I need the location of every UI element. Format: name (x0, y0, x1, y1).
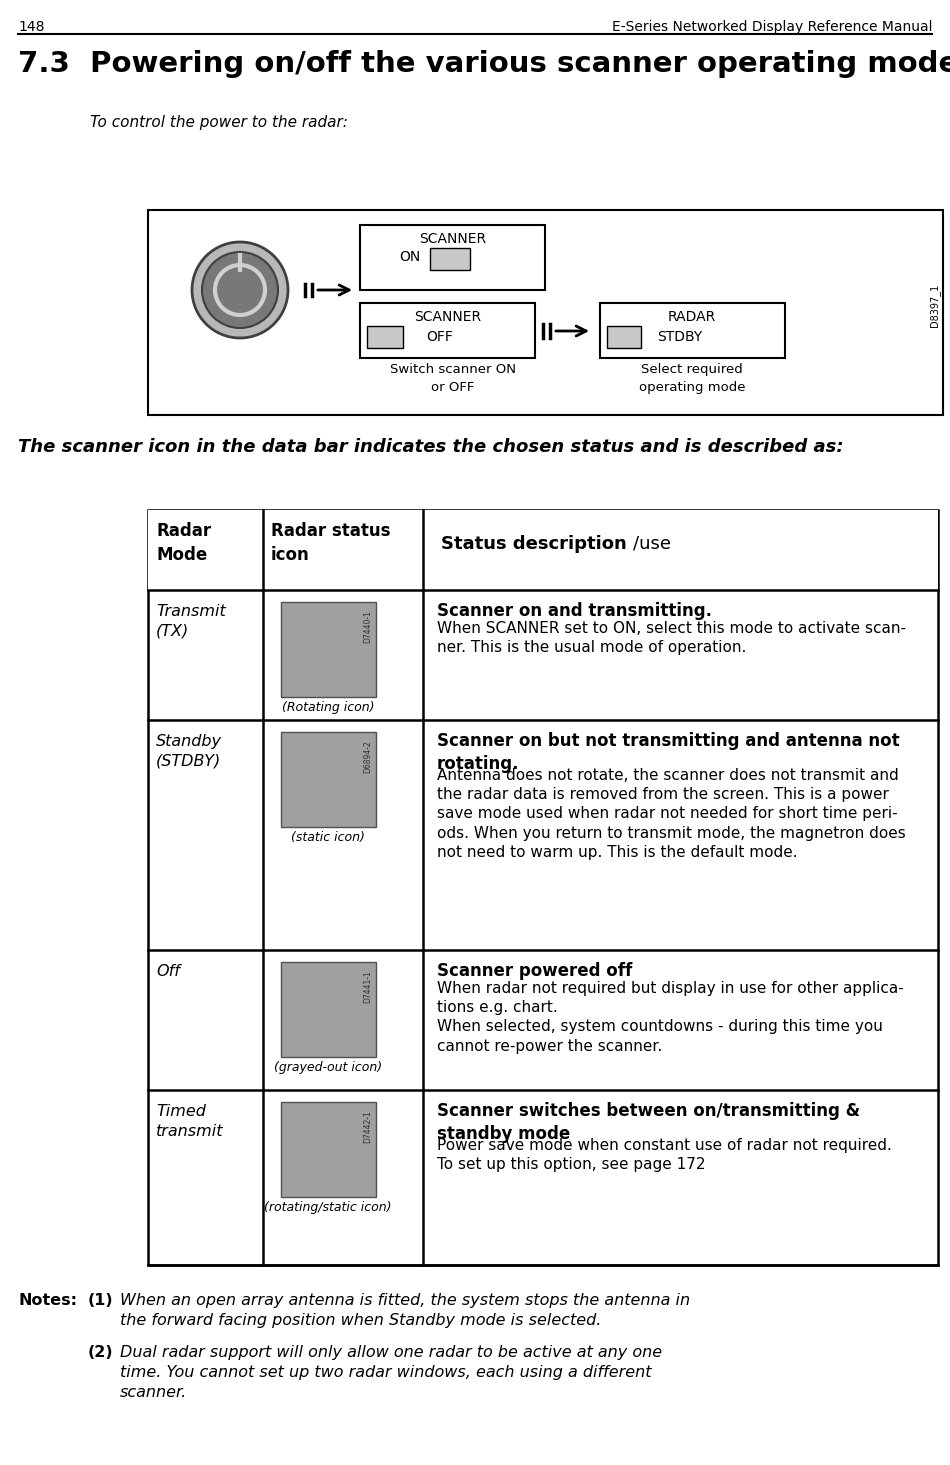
Bar (281, 963, 376, 1058)
Bar (148, 209, 943, 415)
Text: Off: Off (156, 964, 180, 979)
Text: Timed
transmit: Timed transmit (156, 1105, 223, 1138)
Bar (360, 303, 535, 357)
Text: Notes:: Notes: (18, 1294, 77, 1308)
Text: SCANNER: SCANNER (414, 311, 482, 324)
Bar (360, 226, 545, 290)
Bar (281, 1102, 376, 1197)
Bar (430, 248, 470, 270)
Text: SCANNER: SCANNER (420, 231, 486, 246)
Text: Antenna does not rotate, the scanner does not transmit and
the radar data is rem: Antenna does not rotate, the scanner doe… (437, 768, 905, 860)
Text: OFF: OFF (434, 252, 466, 267)
Text: (Rotating icon): (Rotating icon) (282, 700, 374, 713)
Text: D6894-2: D6894-2 (363, 740, 372, 772)
Text: The scanner icon in the data bar indicates the chosen status and is described as: The scanner icon in the data bar indicat… (18, 438, 844, 456)
Text: D7440-1: D7440-1 (363, 609, 372, 643)
Text: ON: ON (373, 330, 397, 344)
Bar (607, 327, 641, 349)
Text: Scanner on and transmitting.: Scanner on and transmitting. (437, 602, 712, 620)
Text: /use: /use (633, 535, 671, 552)
Text: (rotating/static icon): (rotating/static icon) (264, 1201, 391, 1214)
Text: Standby
(STDBY): Standby (STDBY) (156, 734, 222, 769)
Bar (148, 510, 938, 1264)
Text: ON: ON (399, 251, 421, 264)
Text: D7442-1: D7442-1 (363, 1110, 372, 1143)
Text: When an open array antenna is fitted, the system stops the antenna in
the forwar: When an open array antenna is fitted, th… (120, 1294, 690, 1327)
Bar (367, 327, 403, 349)
Circle shape (192, 242, 288, 338)
Text: 148: 148 (18, 21, 45, 34)
Text: To control the power to the radar:: To control the power to the radar: (90, 114, 348, 130)
Text: Select required
operating mode: Select required operating mode (638, 363, 745, 394)
Text: Radar
Mode: Radar Mode (156, 522, 211, 564)
Text: E-Series Networked Display Reference Manual: E-Series Networked Display Reference Man… (612, 21, 932, 34)
Text: (2): (2) (88, 1345, 114, 1360)
Text: Dual radar support will only allow one radar to be active at any one
time. You c: Dual radar support will only allow one r… (120, 1345, 662, 1399)
Text: Status description: Status description (441, 535, 627, 552)
Text: Scanner switches between on/transmitting &
standby mode: Scanner switches between on/transmitting… (437, 1102, 860, 1143)
Text: OFF: OFF (427, 330, 453, 344)
Text: Scanner on but not transmitting and antenna not
rotating.: Scanner on but not transmitting and ante… (437, 732, 900, 774)
Text: Radar status
icon: Radar status icon (271, 522, 390, 564)
Text: Transmit
(TX): Transmit (TX) (156, 604, 226, 639)
Text: D7441-1: D7441-1 (363, 970, 372, 1002)
Text: Power save mode when constant use of radar not required.
To set up this option, : Power save mode when constant use of rad… (437, 1138, 892, 1172)
Text: RADAR: RADAR (668, 311, 716, 324)
Bar (600, 303, 785, 357)
Bar (281, 732, 376, 828)
Text: 7.3  Powering on/off the various scanner operating modes: 7.3 Powering on/off the various scanner … (18, 50, 950, 78)
Text: (static icon): (static icon) (291, 831, 365, 844)
Text: (1): (1) (88, 1294, 114, 1308)
Text: When SCANNER set to ON, select this mode to activate scan-
ner. This is the usua: When SCANNER set to ON, select this mode… (437, 621, 906, 655)
Bar (148, 510, 938, 590)
Bar (281, 602, 376, 697)
Circle shape (202, 252, 278, 328)
Text: (grayed-out icon): (grayed-out icon) (274, 1061, 382, 1074)
Text: Scanner powered off: Scanner powered off (437, 963, 633, 980)
Text: TX: TX (614, 330, 635, 344)
Text: STDBY: STDBY (657, 330, 703, 344)
Text: D8397_1: D8397_1 (929, 283, 940, 327)
Text: When radar not required but display in use for other applica-
tions e.g. chart.
: When radar not required but display in u… (437, 982, 903, 1053)
Text: Switch scanner ON
or OFF: Switch scanner ON or OFF (390, 363, 516, 394)
